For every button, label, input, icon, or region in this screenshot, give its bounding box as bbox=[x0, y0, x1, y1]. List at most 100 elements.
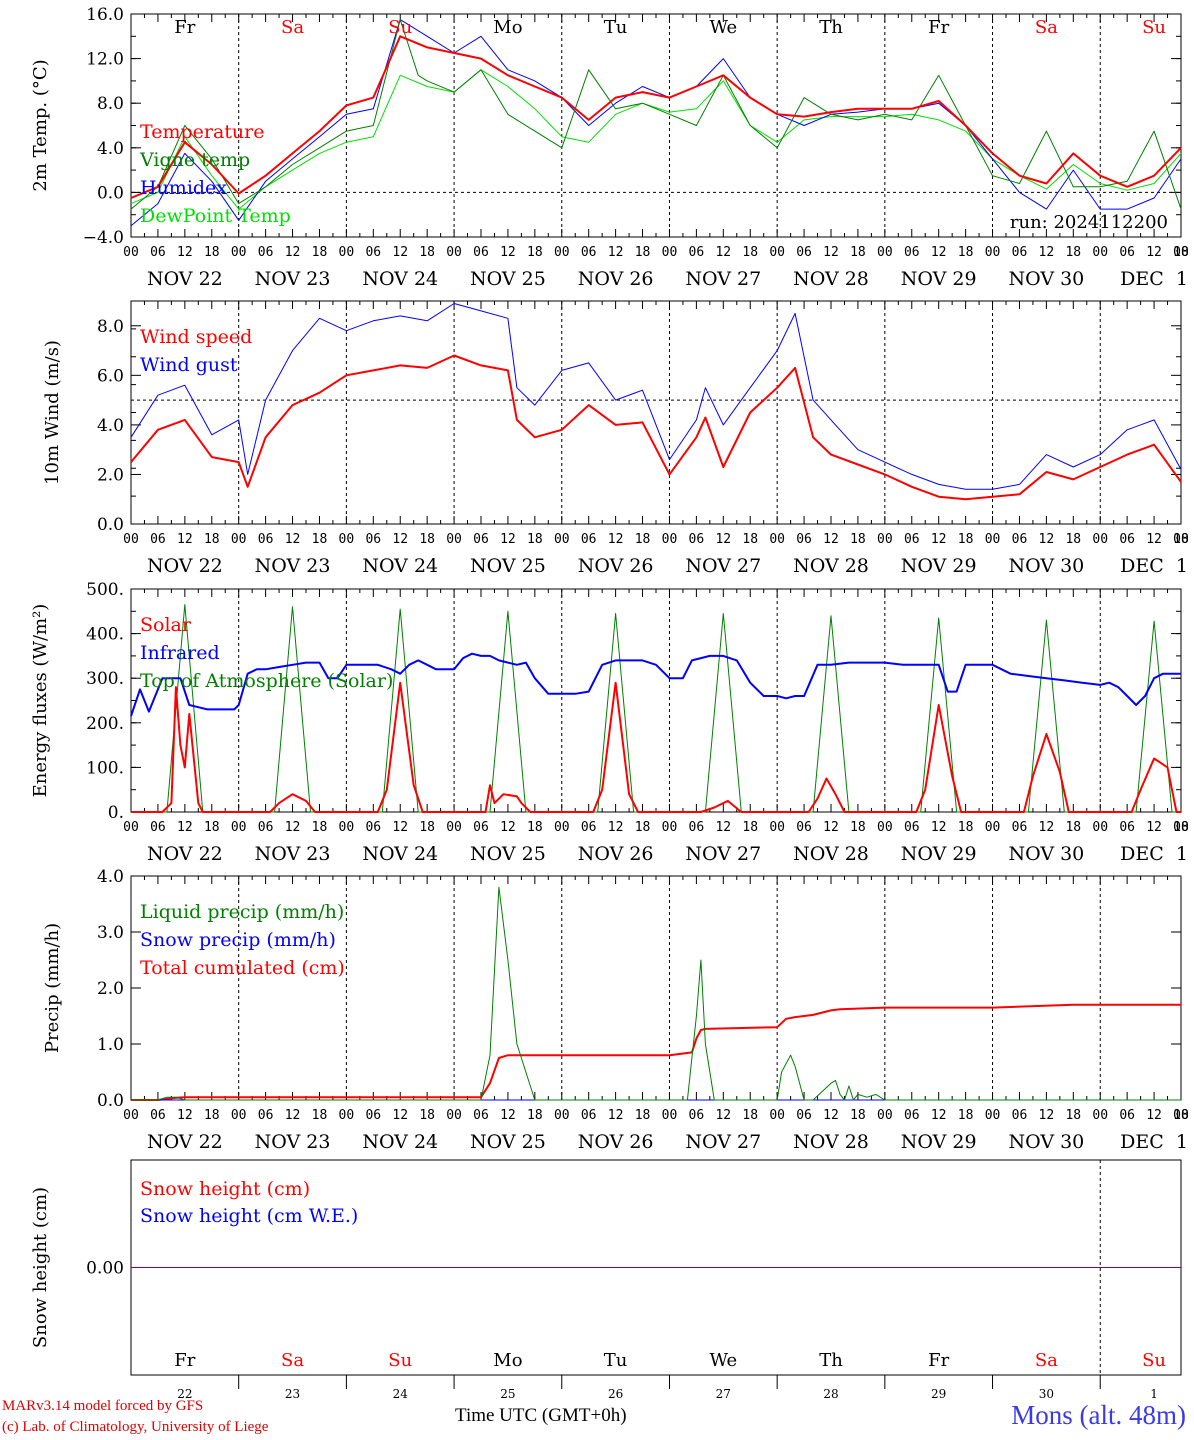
date-label: NOV 22 bbox=[147, 555, 223, 577]
hour-label: 00 bbox=[339, 820, 355, 835]
y-tick-label: 0.00 bbox=[86, 1259, 124, 1279]
hour-label: 06 bbox=[258, 820, 274, 835]
hour-label: 00 bbox=[877, 1108, 893, 1123]
legend-entry: Top of Atmosphere (Solar) bbox=[140, 670, 393, 692]
hour-label: 18 bbox=[419, 820, 435, 835]
legend-entry: Infrared bbox=[140, 642, 220, 664]
day-abbr: Th bbox=[819, 1350, 843, 1371]
legend-entry: Wind gust bbox=[140, 354, 238, 376]
hour-label: 18 bbox=[1173, 245, 1189, 260]
y-tick-label: 400. bbox=[86, 625, 124, 645]
hour-label: 12 bbox=[823, 245, 839, 260]
hour-label: 00 bbox=[231, 1108, 247, 1123]
hour-label: 12 bbox=[285, 1108, 301, 1123]
hour-label: 00 bbox=[877, 820, 893, 835]
hour-label: 06 bbox=[258, 245, 274, 260]
hour-label: 18 bbox=[527, 820, 543, 835]
hour-label: 06 bbox=[473, 245, 489, 260]
legend-entry: Snow precip (mm/h) bbox=[140, 929, 336, 951]
legend-entry: Wind speed bbox=[140, 326, 252, 348]
hour-label: 12 bbox=[823, 820, 839, 835]
hour-label: 18 bbox=[958, 532, 974, 547]
date-label: NOV 25 bbox=[470, 268, 546, 290]
hour-label: 12 bbox=[285, 245, 301, 260]
hour-label: 18 bbox=[635, 245, 651, 260]
hour-label: 18 bbox=[204, 1108, 220, 1123]
hour-label: 12 bbox=[392, 1108, 408, 1123]
date-label: DEC 1 bbox=[1120, 843, 1188, 865]
y-tick-label: 200. bbox=[86, 714, 124, 734]
date-label: NOV 25 bbox=[470, 555, 546, 577]
hour-label: 06 bbox=[1012, 1108, 1028, 1123]
hour-label: 06 bbox=[150, 1108, 166, 1123]
hour-label: 00 bbox=[1092, 820, 1108, 835]
hour-label: 00 bbox=[769, 1108, 785, 1123]
series-line bbox=[131, 681, 1181, 813]
date-label: NOV 28 bbox=[793, 555, 869, 577]
y-tick-label: 500. bbox=[86, 580, 124, 600]
y-tick-label: 100. bbox=[86, 758, 124, 778]
hour-label: 06 bbox=[904, 245, 920, 260]
date-label: NOV 22 bbox=[147, 268, 223, 290]
hour-label: 06 bbox=[581, 532, 597, 547]
hour-label: 00 bbox=[662, 1108, 678, 1123]
hour-label: 00 bbox=[1173, 532, 1189, 547]
y-tick-label: 2.0 bbox=[97, 465, 124, 485]
hour-label: 12 bbox=[931, 820, 947, 835]
hour-label: 18 bbox=[1065, 245, 1081, 260]
hour-label: 06 bbox=[473, 820, 489, 835]
legend-entry: Snow height (cm W.E.) bbox=[140, 1205, 358, 1227]
day-number: 26 bbox=[608, 1387, 623, 1401]
y-tick-label: 4.0 bbox=[97, 416, 124, 436]
date-label: NOV 24 bbox=[362, 1131, 438, 1153]
hour-label: 12 bbox=[715, 532, 731, 547]
hour-label: 18 bbox=[419, 245, 435, 260]
hour-label: 06 bbox=[473, 532, 489, 547]
day-abbr: We bbox=[709, 17, 737, 38]
hour-label: 12 bbox=[715, 820, 731, 835]
hour-label: 00 bbox=[985, 245, 1001, 260]
hour-label: 00 bbox=[231, 245, 247, 260]
hour-label: 00 bbox=[1173, 245, 1189, 260]
date-label: DEC 1 bbox=[1120, 555, 1188, 577]
hour-label: 06 bbox=[365, 820, 381, 835]
hour-label: 06 bbox=[796, 1108, 812, 1123]
hour-label: 12 bbox=[392, 245, 408, 260]
hour-label: 00 bbox=[985, 532, 1001, 547]
hour-label: 00 bbox=[123, 532, 139, 547]
hour-label: 18 bbox=[1065, 820, 1081, 835]
hour-label: 00 bbox=[769, 820, 785, 835]
date-label: NOV 27 bbox=[685, 1131, 761, 1153]
hour-label: 06 bbox=[581, 245, 597, 260]
hour-label: 18 bbox=[958, 820, 974, 835]
hour-label: 12 bbox=[500, 245, 516, 260]
hour-label: 12 bbox=[608, 532, 624, 547]
hour-label: 06 bbox=[689, 532, 705, 547]
date-label: NOV 30 bbox=[1008, 843, 1084, 865]
series-line bbox=[130, 303, 1182, 490]
hour-label: 12 bbox=[931, 245, 947, 260]
y-tick-label: 0. bbox=[108, 803, 124, 823]
day-abbr: Sa bbox=[281, 1350, 304, 1371]
hour-label: 18 bbox=[635, 532, 651, 547]
hour-label: 06 bbox=[1119, 820, 1135, 835]
hour-label: 00 bbox=[231, 820, 247, 835]
hour-label: 06 bbox=[150, 532, 166, 547]
day-abbr: Sa bbox=[1035, 1350, 1058, 1371]
hour-label: 00 bbox=[446, 820, 462, 835]
date-label: NOV 26 bbox=[578, 555, 654, 577]
hour-label: 00 bbox=[985, 820, 1001, 835]
series-line bbox=[130, 35, 1182, 199]
hour-label: 00 bbox=[446, 1108, 462, 1123]
series-line bbox=[130, 19, 1182, 210]
hour-label: 18 bbox=[1065, 1108, 1081, 1123]
hour-label: 12 bbox=[177, 245, 193, 260]
station-name: Mons (alt. 48m) bbox=[1011, 1400, 1186, 1430]
date-label: NOV 24 bbox=[362, 843, 438, 865]
date-label: NOV 29 bbox=[901, 1131, 977, 1153]
date-label: NOV 23 bbox=[255, 268, 331, 290]
date-label: NOV 28 bbox=[793, 843, 869, 865]
series-line bbox=[131, 886, 1181, 1101]
date-label: NOV 26 bbox=[578, 268, 654, 290]
hour-label: 00 bbox=[877, 245, 893, 260]
